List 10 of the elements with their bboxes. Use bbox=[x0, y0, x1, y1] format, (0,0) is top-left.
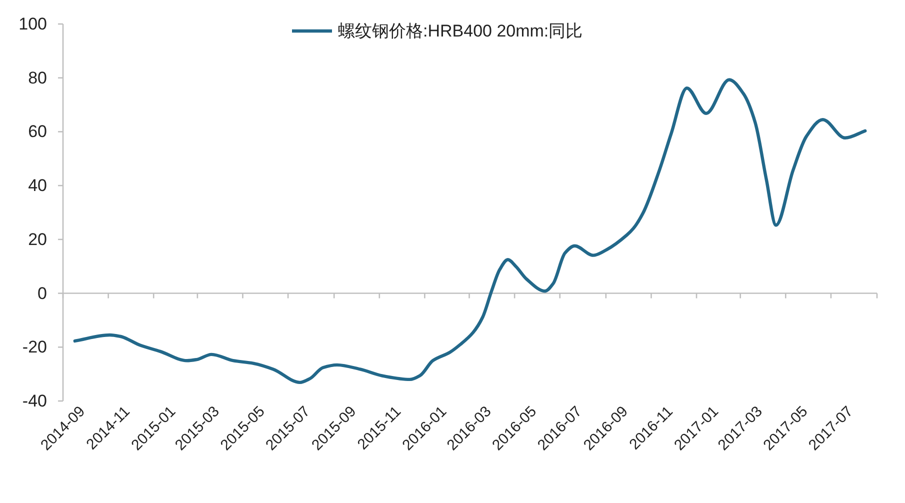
y-tick-label: -20 bbox=[22, 338, 47, 357]
y-tick-label: 40 bbox=[28, 176, 47, 196]
y-tick-label: 100 bbox=[18, 14, 47, 34]
line-series bbox=[73, 78, 867, 384]
y-tick-label: 60 bbox=[28, 122, 47, 142]
y-tick-label: 0 bbox=[38, 284, 47, 303]
y-tick-label: 20 bbox=[28, 230, 47, 249]
y-tick-label: 80 bbox=[28, 68, 47, 88]
y-tick-label: -40 bbox=[22, 392, 47, 410]
legend-label: 螺纹钢价格:HRB400 20mm:同比 bbox=[338, 22, 583, 40]
